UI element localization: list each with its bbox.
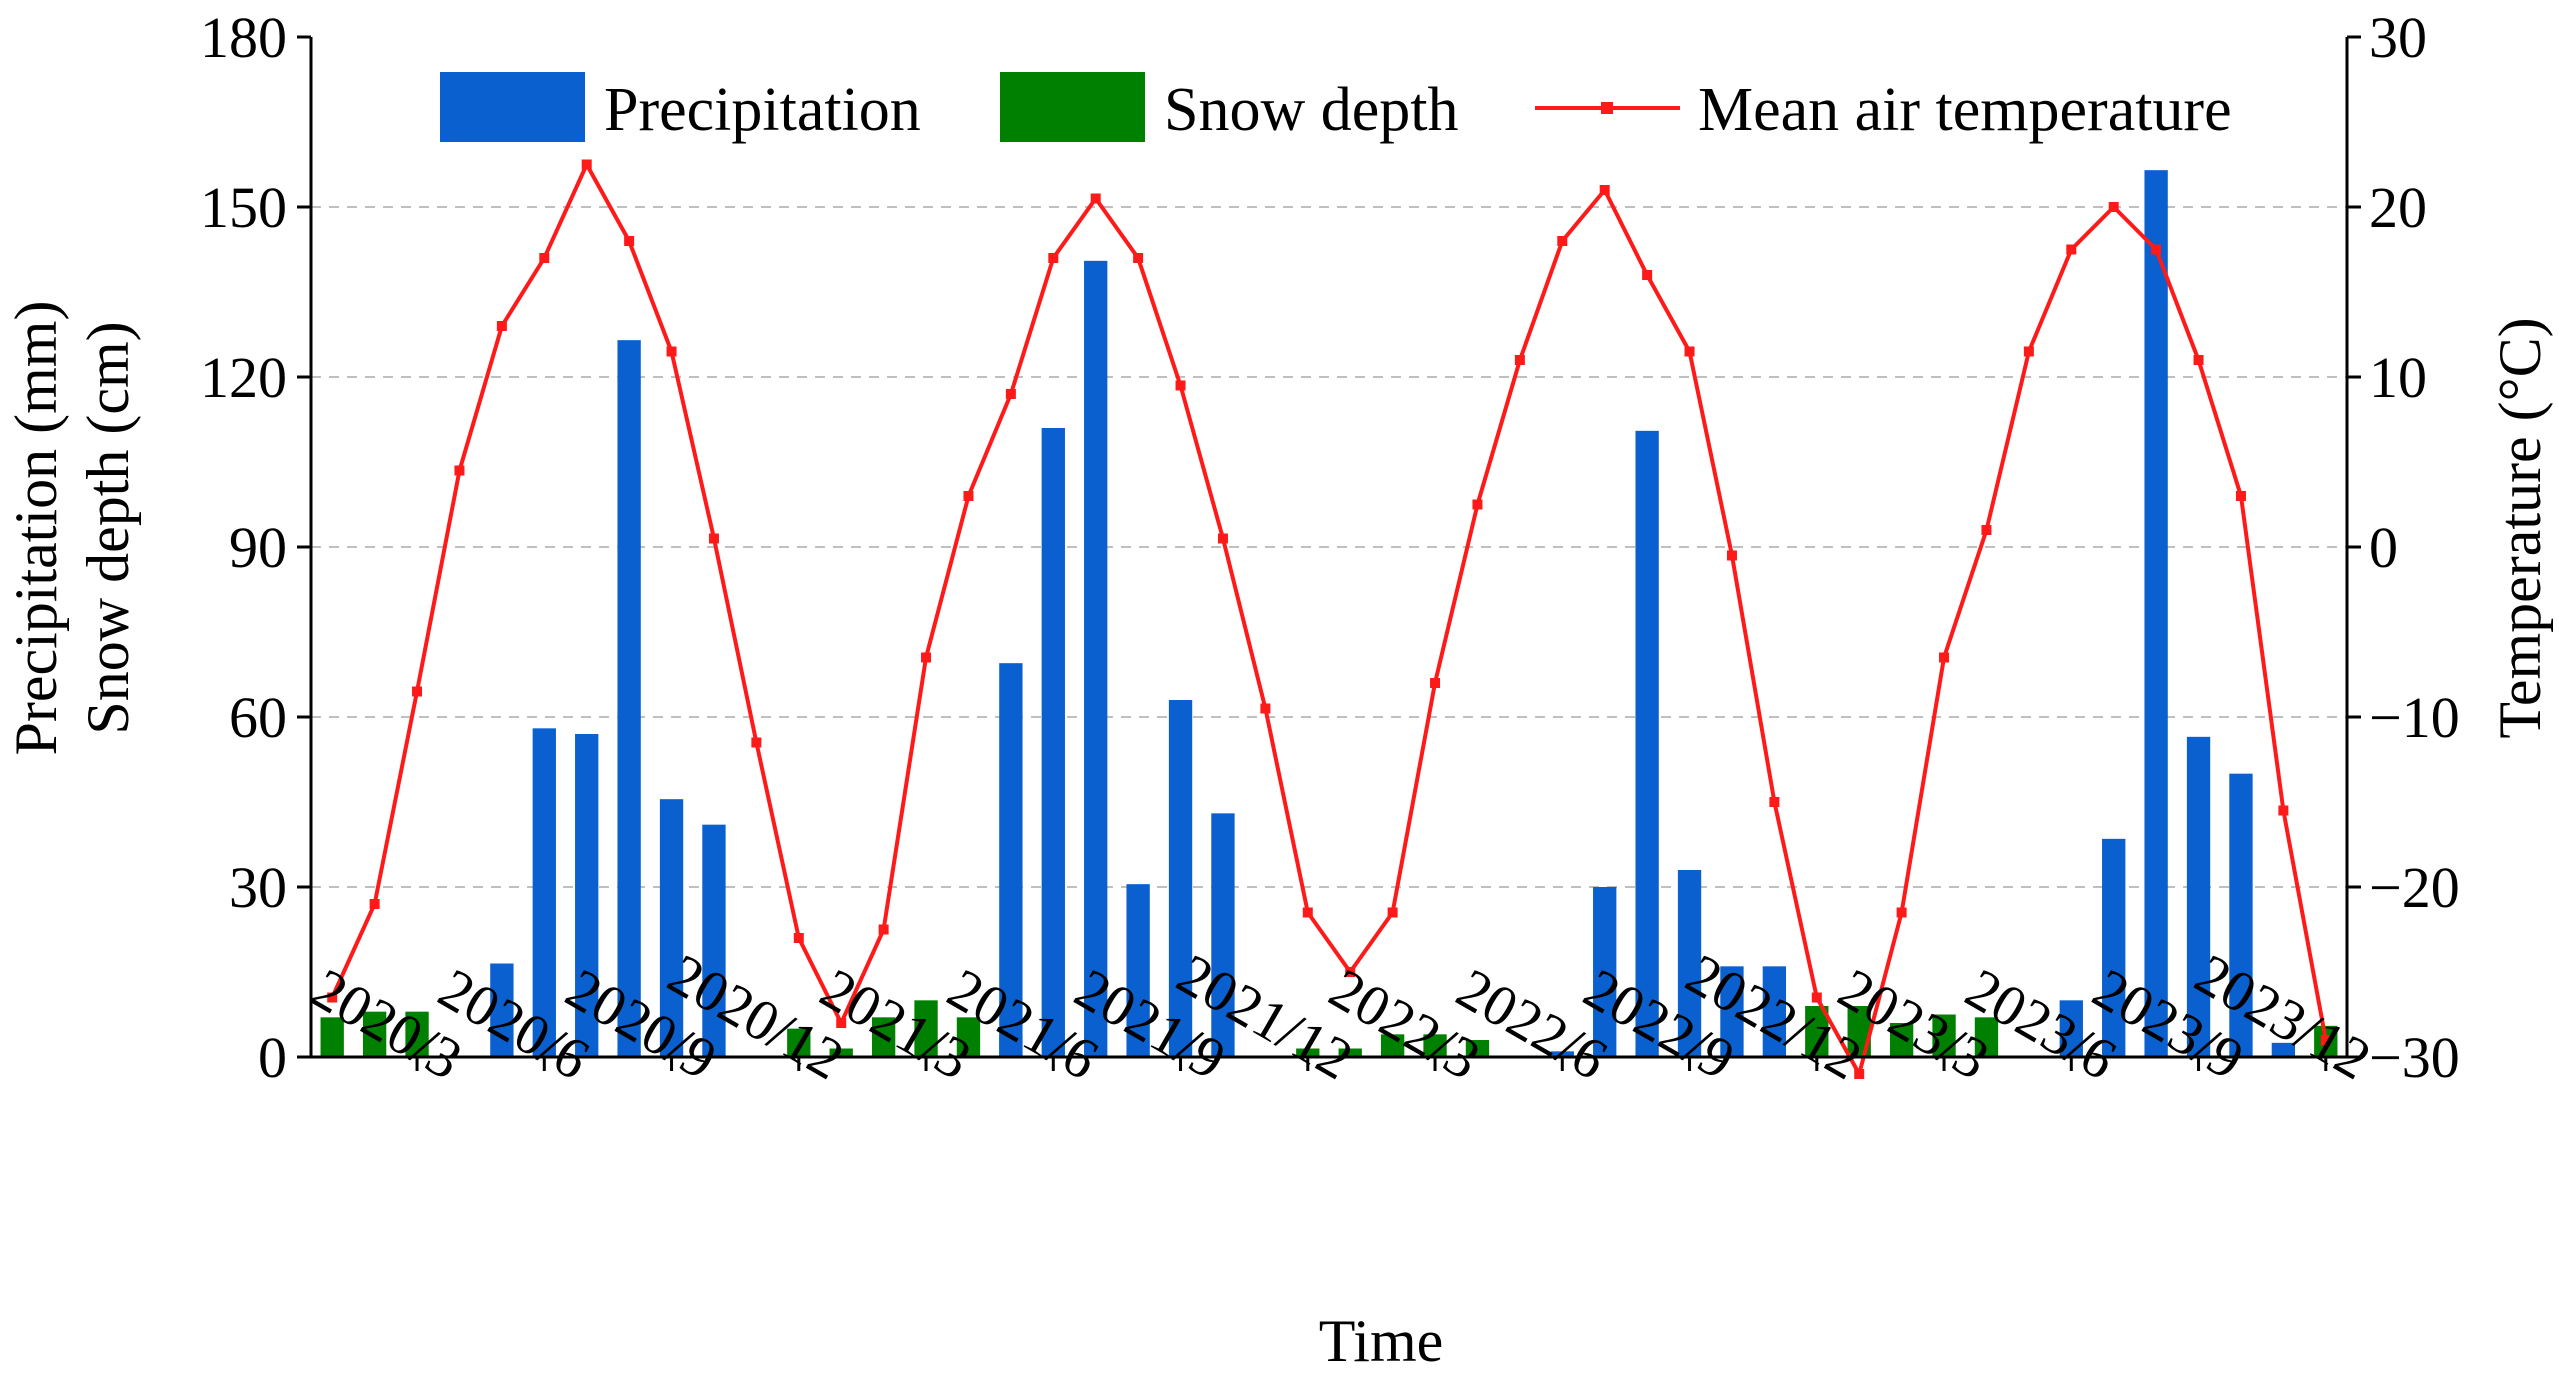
y-tick-label-right: 0 bbox=[2369, 515, 2398, 580]
temperature-point bbox=[794, 933, 804, 943]
temperature-point bbox=[1981, 525, 1991, 535]
x-tick-label: 2022/3 bbox=[1319, 955, 1491, 1092]
temperature-point bbox=[1048, 253, 1058, 263]
legend-precipitation-swatch bbox=[440, 72, 585, 142]
temperature-point bbox=[2151, 245, 2161, 255]
x-tick-label: 2023/3 bbox=[1828, 955, 2000, 1092]
precipitation-bar bbox=[1084, 261, 1107, 1057]
temperature-point bbox=[1515, 355, 1525, 365]
temperature-point bbox=[2109, 202, 2119, 212]
y-tick-label-left: 180 bbox=[200, 5, 287, 70]
legend: Precipitation Snow depth Mean air temper… bbox=[440, 72, 2232, 144]
temperature-point bbox=[1388, 908, 1398, 918]
temperature-point bbox=[582, 160, 592, 170]
y-tick-label-right: 20 bbox=[2369, 175, 2427, 240]
temperature-point bbox=[1260, 704, 1270, 714]
temperature-point bbox=[412, 687, 422, 697]
gridlines bbox=[311, 207, 2347, 887]
temperature-point bbox=[370, 899, 380, 909]
temperature-point bbox=[1897, 908, 1907, 918]
temperature-point bbox=[1133, 253, 1143, 263]
temperature-point bbox=[1939, 653, 1949, 663]
temperature-point bbox=[1430, 678, 1440, 688]
temperature-point bbox=[2236, 491, 2246, 501]
temperature-point bbox=[1642, 270, 1652, 280]
precipitation-bar bbox=[1042, 428, 1065, 1057]
legend-snow-swatch bbox=[1000, 72, 1145, 142]
legend-temperature-label: Mean air temperature bbox=[1698, 76, 2232, 144]
y-tick-label-right: 30 bbox=[2369, 5, 2427, 70]
temperature-point bbox=[1472, 500, 1482, 510]
temperature-point bbox=[1600, 185, 1610, 195]
y-tick-label-right: −30 bbox=[2369, 1025, 2460, 1090]
temperature-point bbox=[1854, 1069, 1864, 1079]
x-tick-label: 2021/3 bbox=[810, 955, 982, 1092]
x-tick-label: 2020/3 bbox=[301, 955, 473, 1092]
legend-snow-label: Snow depth bbox=[1164, 76, 1459, 144]
y-tick-label-right: 10 bbox=[2369, 345, 2427, 410]
legend-temperature-marker bbox=[1601, 102, 1613, 114]
y-tick-label-right: −20 bbox=[2369, 855, 2460, 920]
temperature-point bbox=[1176, 381, 1186, 391]
y-tick-label-left: 60 bbox=[229, 685, 287, 750]
temperature-point bbox=[2278, 806, 2288, 816]
x-tick-label: 2023/6 bbox=[1955, 955, 2127, 1092]
x-axis-title: Time bbox=[1319, 1308, 1444, 1374]
temperature-point bbox=[539, 253, 549, 263]
temperature-point bbox=[667, 347, 677, 357]
temperature-point bbox=[2194, 355, 2204, 365]
legend-precipitation-label: Precipitation bbox=[604, 76, 921, 144]
y-axis-title-left-2: Snow depth (cm) bbox=[75, 321, 141, 734]
y-axis-title-left-1: Precipitation (mm) bbox=[3, 301, 69, 756]
y-tick-label-left: 150 bbox=[200, 175, 287, 240]
temperature-point bbox=[2066, 245, 2076, 255]
temperature-point bbox=[751, 738, 761, 748]
y-tick-label-left: 30 bbox=[229, 855, 287, 920]
temperature-point bbox=[879, 925, 889, 935]
temperature-point bbox=[1557, 236, 1567, 246]
y-axis-title-right: Temperature (°C) bbox=[2487, 317, 2553, 738]
axes bbox=[297, 37, 2361, 1071]
precipitation-bar bbox=[617, 340, 640, 1057]
y-tick-label-right: −10 bbox=[2369, 685, 2460, 750]
temperature-point bbox=[454, 466, 464, 476]
temperature-point bbox=[921, 653, 931, 663]
y-tick-label-left: 0 bbox=[258, 1025, 287, 1090]
x-tick-label: 2021/6 bbox=[937, 955, 1109, 1092]
temperature-point bbox=[709, 534, 719, 544]
temperature-point bbox=[1006, 389, 1016, 399]
x-tick-label: 2022/6 bbox=[1446, 955, 1618, 1092]
temperature-point bbox=[1091, 194, 1101, 204]
x-tick-label: 2020/6 bbox=[428, 955, 600, 1092]
precipitation-bars bbox=[490, 170, 2295, 1057]
temperature-point bbox=[1218, 534, 1228, 544]
precipitation-bar bbox=[1635, 431, 1658, 1057]
climate-chart: 0306090120150180−30−20−1001020302020/320… bbox=[0, 0, 2559, 1383]
temperature-point bbox=[497, 321, 507, 331]
temperature-point bbox=[1727, 551, 1737, 561]
temperature-point bbox=[1303, 908, 1313, 918]
y-tick-label-left: 120 bbox=[200, 345, 287, 410]
y-tick-label-left: 90 bbox=[229, 515, 287, 580]
temperature-point bbox=[1769, 797, 1779, 807]
temperature-point bbox=[963, 491, 973, 501]
precipitation-bar bbox=[2144, 170, 2167, 1057]
temperature-point bbox=[1685, 347, 1695, 357]
temperature-point bbox=[2024, 347, 2034, 357]
temperature-point bbox=[624, 236, 634, 246]
